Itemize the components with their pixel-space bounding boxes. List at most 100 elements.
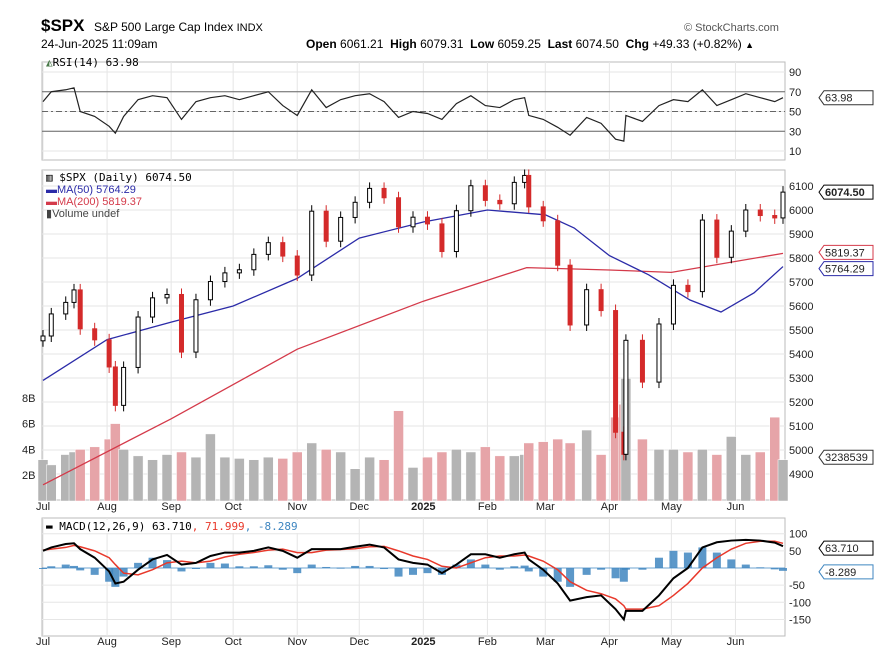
histogram-bar — [39, 568, 47, 569]
x-tick-label: 2025 — [411, 501, 435, 513]
x-tick-label: Dec — [349, 636, 369, 648]
candle-body — [323, 210, 329, 242]
histogram-bar — [638, 568, 647, 570]
macd-tick-label: -50 — [789, 580, 805, 592]
candle-body — [106, 339, 112, 368]
ma50-value-tag: 5764.29 — [818, 261, 874, 277]
tag-frame — [818, 449, 874, 465]
volume-bar — [291, 451, 303, 502]
tag-frame — [818, 564, 874, 580]
candle-body — [772, 215, 778, 219]
histogram-bar — [264, 565, 273, 568]
macd-panel — [39, 538, 787, 622]
histogram-bar — [423, 568, 432, 574]
x-tick-label: Oct — [225, 636, 242, 648]
ma200-value-tag: 5819.37 — [818, 244, 874, 260]
volume-bar — [422, 456, 433, 502]
hist-value-tag: -8.289 — [818, 564, 874, 580]
candle-body — [150, 297, 156, 318]
candle-body — [396, 197, 402, 228]
line-icon: ▬ — [46, 196, 57, 208]
candle-body — [280, 242, 286, 257]
histogram-bar — [669, 550, 678, 568]
rsi-line — [42, 87, 784, 142]
x-tick-label: May — [661, 501, 682, 513]
low-value: 6059.25 — [497, 37, 541, 51]
price-tick-label: 6100 — [789, 181, 813, 193]
macd-tick-label: -100 — [789, 597, 811, 609]
candle-body — [265, 242, 271, 255]
volume-bar — [564, 442, 576, 502]
hist-legend-text: , -8.289 — [244, 520, 298, 533]
candle-body — [71, 289, 77, 303]
volume-bar — [581, 429, 592, 502]
histogram-bar — [654, 557, 663, 568]
volume-bar — [595, 454, 607, 502]
volume-bar — [118, 449, 129, 502]
price-legend-item: ▥ $SPX (Daily) 6074.50 — [46, 172, 192, 184]
candle-body — [294, 255, 300, 276]
macd-name-text: MACD(12,26,9) 63.710 — [59, 520, 192, 533]
histogram-bar — [293, 568, 302, 574]
rsi-legend: ◭RSI(14) 63.98 — [46, 56, 139, 69]
line-icon: ▬ — [46, 520, 53, 533]
histogram-bar — [683, 552, 692, 568]
ma50-legend-text: MA(50) 5764.29 — [57, 184, 136, 196]
volume-legend: ▮Volume undef — [46, 208, 192, 220]
price-tick-label: 5000 — [789, 445, 813, 457]
price-tick-label: 6000 — [789, 205, 813, 217]
macd-tick-label: 100 — [789, 529, 807, 541]
volume-bar — [777, 459, 789, 502]
volume-tick-label: 6B — [22, 419, 35, 431]
macd-panel-frame — [41, 517, 786, 637]
candle-body — [178, 293, 184, 353]
last-value-tag: 6074.50 — [818, 184, 874, 200]
histogram-bar — [770, 568, 779, 570]
volume-bar — [537, 441, 549, 502]
histogram-bar — [70, 565, 79, 568]
candle-body — [92, 328, 98, 341]
candle-body — [540, 206, 546, 222]
x-tick-label: Jun — [727, 636, 745, 648]
histogram-bar — [47, 566, 56, 568]
histogram-bar — [380, 568, 389, 570]
volume-value-tag: 3238539 — [818, 449, 874, 465]
ma50-line — [42, 209, 784, 381]
rsi-tick-label: 70 — [789, 87, 801, 99]
volume-tick-label: 8B — [22, 393, 35, 405]
line-icon: ▬ — [46, 184, 57, 196]
histogram-bar — [481, 564, 490, 568]
price-tick-label: 5900 — [789, 229, 813, 241]
histogram-bar — [466, 559, 475, 568]
histogram-bar — [148, 557, 157, 568]
volume-bar — [320, 449, 332, 502]
x-tick-label: Sep — [161, 501, 181, 513]
price-tick-label: 4900 — [789, 469, 813, 481]
candle-body — [381, 187, 387, 199]
histogram-bar — [394, 568, 403, 577]
histogram-bar — [741, 564, 750, 568]
tag-frame — [818, 90, 874, 106]
volume-bar — [523, 442, 535, 502]
rsi-icon: ◭ — [46, 56, 53, 69]
histogram-bar — [206, 562, 215, 568]
volume-bar — [277, 458, 289, 502]
price-tick-label: 5600 — [789, 301, 813, 313]
open-label: Open — [306, 37, 337, 51]
signal-line — [42, 540, 784, 610]
volume-bar — [132, 455, 144, 502]
candle-body — [757, 209, 763, 217]
histogram-bar — [621, 568, 630, 570]
candle-body — [135, 316, 141, 368]
x-tick-label: Aug — [97, 636, 117, 648]
ma50-legend: ▬MA(50) 5764.29 — [46, 184, 192, 196]
volume-bar — [263, 456, 274, 502]
volume-bar — [147, 459, 158, 502]
volume-tag-text: 3238539 — [825, 452, 868, 464]
histogram-bar — [712, 552, 721, 568]
candle-icon: ▥ — [46, 171, 53, 184]
x-tick-label: May — [661, 636, 682, 648]
x-tick-label: Feb — [478, 501, 497, 513]
ma200-legend-text: MA(200) 5819.37 — [57, 196, 142, 208]
